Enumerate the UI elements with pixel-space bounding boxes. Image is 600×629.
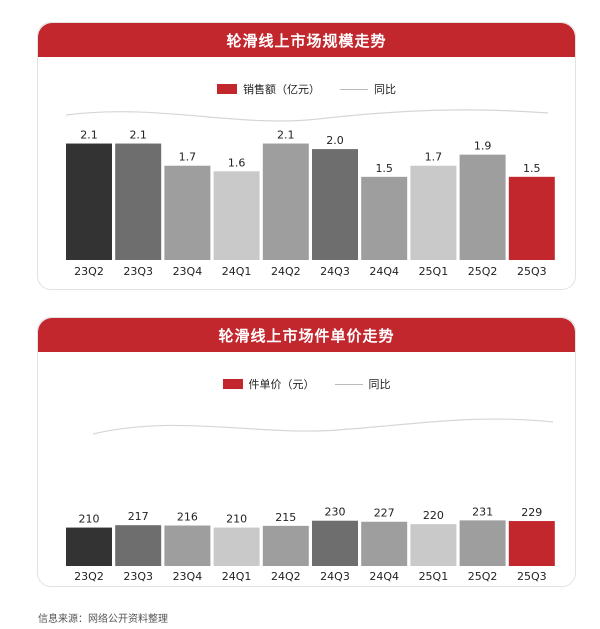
unit-price-bar-24Q2 (262, 525, 309, 566)
unit-price-legend-line-swatch (334, 383, 363, 385)
sales-value-label: 1.5 (523, 162, 541, 175)
sales-bar-25Q1 (410, 165, 457, 260)
sales-category-label: 24Q1 (222, 265, 252, 278)
unit-price-chart-legend: 件单价（元） 同比 (38, 376, 575, 392)
sales-bar-24Q1 (213, 171, 260, 260)
unit-price-value-label: 210 (226, 513, 247, 526)
unit-price-bar-25Q3 (508, 521, 555, 566)
unit-price-bar-25Q2 (459, 520, 506, 566)
sales-value-label: 2.1 (277, 129, 295, 142)
unit-price-chart-panel: 轮滑线上市场件单价走势 件单价（元） 同比 210 23Q2 217 23Q3 216 2… (37, 317, 576, 587)
unit-price-bar-23Q2 (66, 527, 112, 566)
unit-price-legend-swatch (222, 379, 243, 389)
sales-category-label: 24Q3 (320, 265, 350, 278)
unit-price-value-label: 217 (128, 510, 149, 523)
unit-price-legend-line-label: 同比 (368, 378, 391, 391)
unit-price-category-label: 24Q2 (271, 570, 301, 583)
unit-price-chart-title: 轮滑线上市场件单价走势 (38, 318, 575, 352)
sales-bar-24Q3 (312, 149, 358, 260)
sales-bar-23Q3 (115, 143, 162, 260)
unit-price-category-label: 24Q3 (320, 570, 350, 583)
unit-price-bar-24Q4 (361, 521, 408, 566)
sales-value-label: 2.1 (129, 129, 147, 142)
sales-bar-25Q3 (508, 176, 555, 260)
unit-price-category-label: 23Q4 (173, 570, 203, 583)
sales-category-label: 23Q4 (173, 265, 203, 278)
unit-price-bar-25Q1 (410, 524, 457, 566)
unit-price-bar-24Q3 (312, 520, 358, 566)
sales-chart-panel: 轮滑线上市场规模走势 销售额（亿元） 同比 2.1 23Q2 2.1 23Q3 1.7 2… (37, 22, 576, 290)
sales-value-label: 1.7 (425, 151, 443, 164)
unit-price-value-label: 229 (521, 506, 542, 519)
unit-price-legend-bar-label: 件单价（元） (248, 378, 315, 391)
unit-price-value-label: 210 (79, 513, 100, 526)
unit-price-value-label: 220 (423, 509, 444, 522)
sales-bar-25Q2 (459, 154, 506, 260)
unit-price-trend-line (92, 418, 554, 435)
sales-trend-line (65, 109, 549, 122)
sales-value-label: 1.9 (474, 140, 492, 153)
sales-bar-24Q2 (262, 143, 309, 260)
sales-bar-24Q4 (361, 176, 408, 260)
sales-chart-legend: 销售额（亿元） 同比 (38, 81, 575, 97)
sales-category-label: 24Q2 (271, 265, 301, 278)
unit-price-category-label: 23Q2 (74, 570, 104, 583)
sales-value-label: 1.5 (375, 162, 393, 175)
sales-category-label: 24Q4 (369, 265, 399, 278)
unit-price-chart-svg: 210 23Q2 217 23Q3 216 23Q4 210 24Q1 215 24Q2 230 24… (66, 418, 555, 583)
unit-price-category-label: 24Q4 (369, 570, 399, 583)
sales-value-label: 1.6 (228, 156, 246, 169)
sales-legend-bar-label: 销售额（亿元） (243, 83, 320, 96)
unit-price-bar-23Q3 (115, 525, 162, 566)
unit-price-value-label: 216 (177, 511, 198, 524)
unit-price-category-label: 23Q3 (123, 570, 153, 583)
unit-price-value-label: 215 (275, 511, 296, 524)
sales-value-label: 2.0 (326, 134, 344, 147)
sales-chart-svg: 2.1 23Q2 2.1 23Q3 1.7 23Q4 1.6 24Q1 2.1 24Q2 2.0 24… (65, 109, 555, 278)
unit-price-value-label: 227 (374, 507, 395, 520)
sales-legend-line-swatch (340, 88, 368, 90)
sales-value-label: 1.7 (179, 151, 197, 164)
unit-price-category-label: 25Q1 (419, 570, 449, 583)
source-note: 信息来源：网络公开资料整理 (38, 614, 168, 625)
unit-price-value-label: 231 (472, 505, 493, 518)
sales-value-label: 2.1 (80, 129, 98, 142)
unit-price-category-label: 24Q1 (222, 570, 252, 583)
sales-category-label: 23Q2 (74, 265, 104, 278)
sales-category-label: 25Q1 (419, 265, 449, 278)
sales-legend-swatch (217, 84, 237, 94)
sales-bar-23Q2 (66, 143, 112, 260)
unit-price-bar-24Q1 (213, 527, 260, 566)
sales-category-label: 25Q3 (517, 265, 547, 278)
unit-price-bar-23Q4 (164, 525, 211, 566)
sales-chart-title: 轮滑线上市场规模走势 (38, 23, 575, 57)
sales-bar-23Q4 (164, 165, 211, 260)
unit-price-category-label: 25Q3 (517, 570, 547, 583)
sales-legend-line-label: 同比 (374, 83, 396, 96)
sales-category-label: 25Q2 (468, 265, 498, 278)
unit-price-category-label: 25Q2 (468, 570, 498, 583)
sales-category-label: 23Q3 (123, 265, 153, 278)
unit-price-value-label: 230 (325, 506, 346, 519)
